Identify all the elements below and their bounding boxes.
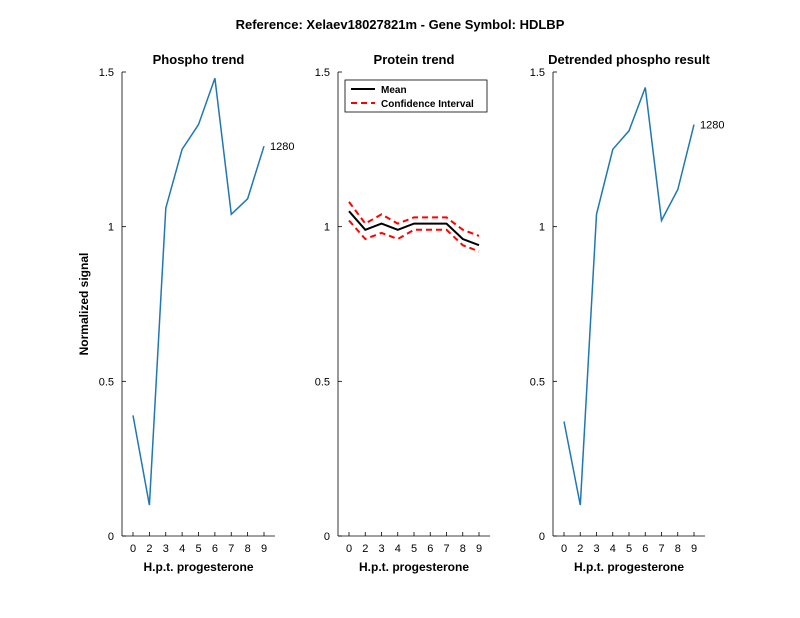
x-tick-label: 9 (261, 543, 267, 555)
x-tick-label: 4 (179, 543, 185, 555)
y-tick-label: 1.5 (530, 67, 545, 79)
x-tick-label: 6 (427, 543, 433, 555)
y-tick-label: 0.5 (315, 376, 330, 388)
x-tick-label: 2 (577, 543, 583, 555)
y-tick-label: 1 (539, 222, 545, 234)
series-line-data (348, 219, 480, 253)
x-tick-label: 3 (593, 543, 599, 555)
x-tick-label: 6 (642, 543, 648, 555)
x-tick-label: 5 (195, 543, 201, 555)
x-tick-label: 5 (626, 543, 632, 555)
series-line-data (563, 87, 695, 506)
legend-entry: Confidence Interval (381, 99, 474, 110)
y-tick-label: 1 (108, 222, 114, 234)
x-axis-label: H.p.t. progesterone (143, 560, 253, 574)
data-annotation: 1280 (270, 141, 294, 153)
x-tick-label: 2 (146, 543, 152, 555)
x-tick-label: 7 (228, 543, 234, 555)
legend-box (344, 79, 488, 113)
y-tick-label: 0.5 (99, 376, 114, 388)
panel-title: Protein trend (374, 52, 455, 67)
figure-suptitle: Reference: Xelaev18027821m - Gene Symbol… (236, 17, 565, 32)
panel-title: Phospho trend (153, 52, 245, 67)
series-line-mean (348, 210, 480, 247)
x-tick-label: 0 (346, 543, 352, 555)
y-tick-label: 0.5 (530, 376, 545, 388)
y-tick-label: 0 (108, 531, 114, 543)
x-tick-label: 7 (658, 543, 664, 555)
x-tick-label: 8 (675, 543, 681, 555)
x-tick-label: 8 (245, 543, 251, 555)
x-tick-label: 5 (411, 543, 417, 555)
x-tick-label: 0 (561, 543, 567, 555)
y-tick-label: 1.5 (315, 67, 330, 79)
legend-entry: Mean (381, 85, 407, 96)
series-line-confidence-interval (348, 201, 480, 237)
x-tick-label: 6 (212, 543, 218, 555)
y-tick-label: 1.5 (99, 67, 114, 79)
panel-title: Detrended phospho result (548, 52, 710, 67)
x-tick-label: 3 (163, 543, 169, 555)
y-axis-label: Normalized signal (77, 253, 91, 356)
legend: Mean Confidence Interval (344, 79, 488, 113)
y-tick-label: 0 (324, 531, 330, 543)
x-axis-label: H.p.t. progesterone (574, 560, 684, 574)
x-axis-label: H.p.t. progesterone (359, 560, 469, 574)
x-tick-label: 3 (378, 543, 384, 555)
y-tick-label: 1 (324, 222, 330, 234)
series-line-data (132, 77, 265, 506)
data-annotation: 1280 (700, 120, 724, 132)
y-tick-label: 0 (539, 531, 545, 543)
x-tick-label: 2 (362, 543, 368, 555)
x-tick-label: 7 (443, 543, 449, 555)
x-tick-label: 4 (395, 543, 401, 555)
x-tick-label: 9 (476, 543, 482, 555)
x-tick-label: 4 (610, 543, 616, 555)
x-tick-label: 9 (691, 543, 697, 555)
x-tick-label: 0 (130, 543, 136, 555)
x-tick-label: 8 (460, 543, 466, 555)
